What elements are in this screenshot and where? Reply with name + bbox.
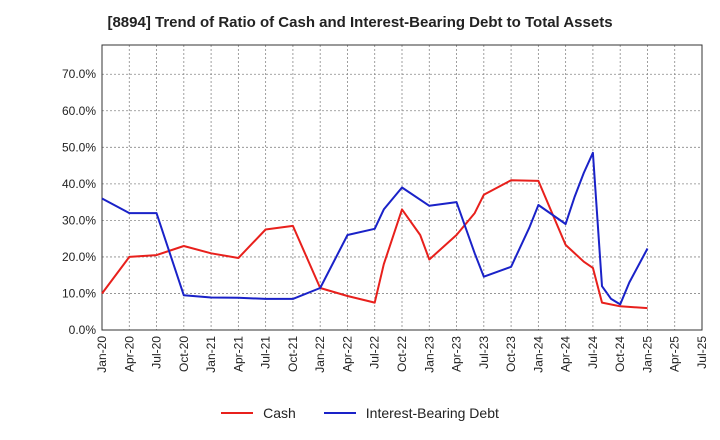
x-tick-label: Apr-21 <box>231 336 245 372</box>
y-tick-label: 20.0% <box>62 250 96 264</box>
y-tick-label: 70.0% <box>62 67 96 81</box>
y-tick-label: 10.0% <box>62 286 96 300</box>
plot-area <box>101 44 703 331</box>
x-tick-label: Jul-22 <box>368 336 382 369</box>
x-tick-label: Jul-23 <box>477 336 491 369</box>
x-tick-label: Jan-20 <box>95 336 109 373</box>
legend-swatch-cash <box>221 412 254 414</box>
x-tick-label: Apr-24 <box>559 336 573 372</box>
legend-label-cash: Cash <box>263 405 296 421</box>
x-tick-label: Jan-22 <box>313 336 327 373</box>
y-tick-label: 50.0% <box>62 140 96 154</box>
legend-swatch-debt <box>323 412 356 414</box>
x-tick-label: Apr-23 <box>450 336 464 372</box>
x-tick-label: Oct-21 <box>286 336 300 372</box>
x-tick-label: Jul-20 <box>150 336 164 369</box>
legend-label-debt: Interest-Bearing Debt <box>365 405 499 421</box>
legend-item-cash: Cash <box>221 405 296 421</box>
x-tick-label: Jan-23 <box>422 336 436 373</box>
x-tick-label: Jan-24 <box>531 336 545 373</box>
y-tick-label: 30.0% <box>62 213 96 227</box>
legend-item-debt: Interest-Bearing Debt <box>323 405 499 421</box>
series-line-interest-bearing-debt <box>101 151 649 306</box>
x-tick-label: Apr-22 <box>340 336 354 372</box>
series-line-cash <box>101 179 648 310</box>
x-tick-label: Jan-25 <box>640 336 654 373</box>
x-tick-label: Oct-24 <box>613 336 627 372</box>
x-tick-label: Jul-25 <box>695 336 709 369</box>
x-tick-label: Jul-24 <box>586 336 600 369</box>
y-tick-label: 0.0% <box>69 323 97 337</box>
x-tick-label: Jan-21 <box>204 336 218 373</box>
y-tick-label: 60.0% <box>62 104 96 118</box>
x-tick-label: Jul-21 <box>259 336 273 369</box>
x-tick-label: Apr-25 <box>668 336 682 372</box>
y-tick-label: 40.0% <box>62 177 96 191</box>
x-tick-label: Oct-20 <box>177 336 191 372</box>
x-tick-label: Apr-20 <box>122 336 136 372</box>
x-tick-label: Oct-22 <box>395 336 409 372</box>
chart-title: [8894] Trend of Ratio of Cash and Intere… <box>107 14 613 31</box>
x-tick-label: Oct-23 <box>504 336 518 372</box>
legend: Cash Interest-Bearing Debt <box>0 405 720 421</box>
